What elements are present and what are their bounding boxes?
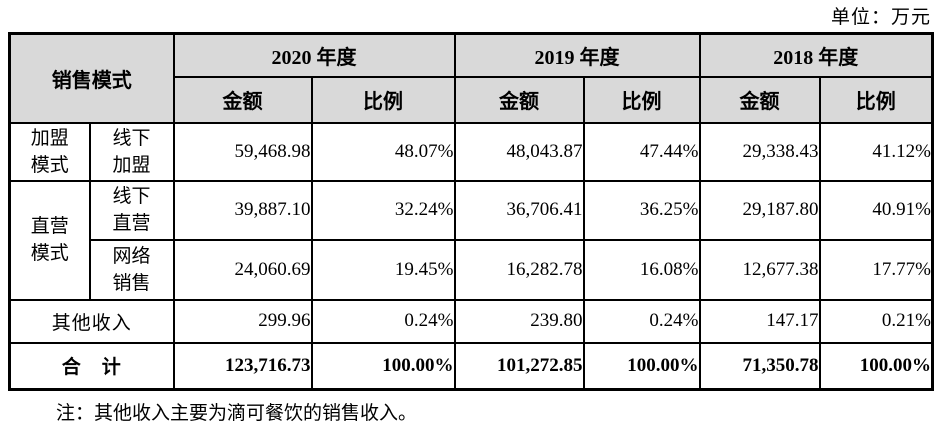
ratio-cell: 36.25%	[582, 179, 701, 241]
ratio-cell: 16.08%	[582, 238, 701, 301]
total-amount-cell: 71,350.78	[698, 341, 821, 391]
table-row-other-income: 其他收入 299.96 0.24% 239.80 0.24% 147.17 0.…	[8, 298, 934, 344]
footnote: 注：其他收入主要为滴可餐饮的销售收入。	[56, 403, 418, 424]
ratio-cell: 47.44%	[582, 121, 701, 182]
table-header-year-row: 销售模式 2020 年度 2019 年度 2018 年度	[8, 32, 934, 124]
total-amount-cell: 101,272.85	[453, 341, 585, 391]
ratio-header-2020: 比例	[310, 75, 456, 124]
amount-cell: 36,706.41	[453, 179, 585, 241]
ratio-cell: 0.21%	[818, 298, 934, 344]
mode-group-cell-direct: 直营 模式	[8, 179, 91, 301]
ratio-cell: 32.24%	[310, 179, 456, 241]
total-ratio-cell: 100.00%	[310, 341, 456, 391]
table-row-direct-offline: 直营 模式 线下 直营 39,887.10 32.24% 36,706.41 3…	[8, 179, 934, 301]
mode-column-header: 销售模式	[8, 32, 175, 124]
channel-cell-online-sales: 网络 销售	[88, 238, 175, 301]
year-header-2018: 2018 年度	[698, 32, 934, 78]
row-label-other-income: 其他收入	[8, 298, 175, 344]
amount-header-2019: 金额	[453, 75, 585, 124]
amount-header-2018: 金额	[698, 75, 821, 124]
sales-mode-table: 销售模式 2020 年度 2019 年度 2018 年度 金额 比例 金额 比例…	[8, 32, 934, 391]
ratio-cell: 19.45%	[310, 238, 456, 301]
amount-cell: 29,338.43	[698, 121, 821, 182]
ratio-cell: 48.07%	[310, 121, 456, 182]
ratio-cell: 0.24%	[582, 298, 701, 344]
amount-cell: 48,043.87	[453, 121, 585, 182]
table-row-total: 合 计 123,716.73 100.00% 101,272.85 100.00…	[8, 341, 934, 391]
amount-header-2020: 金额	[172, 75, 313, 124]
amount-cell: 16,282.78	[453, 238, 585, 301]
amount-cell: 59,468.98	[172, 121, 313, 182]
ratio-cell: 17.77%	[818, 238, 934, 301]
year-header-2019: 2019 年度	[453, 32, 701, 78]
channel-cell-offline-direct: 线下 直营	[88, 179, 175, 241]
amount-cell: 299.96	[172, 298, 313, 344]
year-header-2020: 2020 年度	[172, 32, 456, 78]
channel-cell-offline-franchise: 线下 加盟	[88, 121, 175, 182]
ratio-cell: 41.12%	[818, 121, 934, 182]
table-row-online-sales: 网络 销售 24,060.69 19.45% 16,282.78 16.08% …	[10, 238, 934, 301]
amount-cell: 239.80	[453, 298, 585, 344]
ratio-header-2018: 比例	[818, 75, 934, 124]
amount-cell: 12,677.38	[698, 238, 821, 301]
ratio-cell: 40.91%	[818, 179, 934, 241]
amount-cell: 39,887.10	[172, 179, 313, 241]
row-label-total: 合 计	[8, 341, 175, 391]
total-ratio-cell: 100.00%	[818, 341, 934, 391]
amount-cell: 147.17	[698, 298, 821, 344]
total-ratio-cell: 100.00%	[582, 341, 701, 391]
ratio-header-2019: 比例	[582, 75, 701, 124]
amount-cell: 29,187.80	[698, 179, 821, 241]
table-row-franchise-offline: 加盟 模式 线下 加盟 59,468.98 48.07% 48,043.87 4…	[8, 121, 934, 182]
unit-label: 单位：万元	[830, 7, 931, 28]
mode-group-cell-franchise: 加盟 模式	[8, 121, 91, 182]
table-header-sub-row: 金额 比例 金额 比例 金额 比例	[10, 75, 934, 124]
ratio-cell: 0.24%	[310, 298, 456, 344]
total-amount-cell: 123,716.73	[172, 341, 313, 391]
amount-cell: 24,060.69	[172, 238, 313, 301]
